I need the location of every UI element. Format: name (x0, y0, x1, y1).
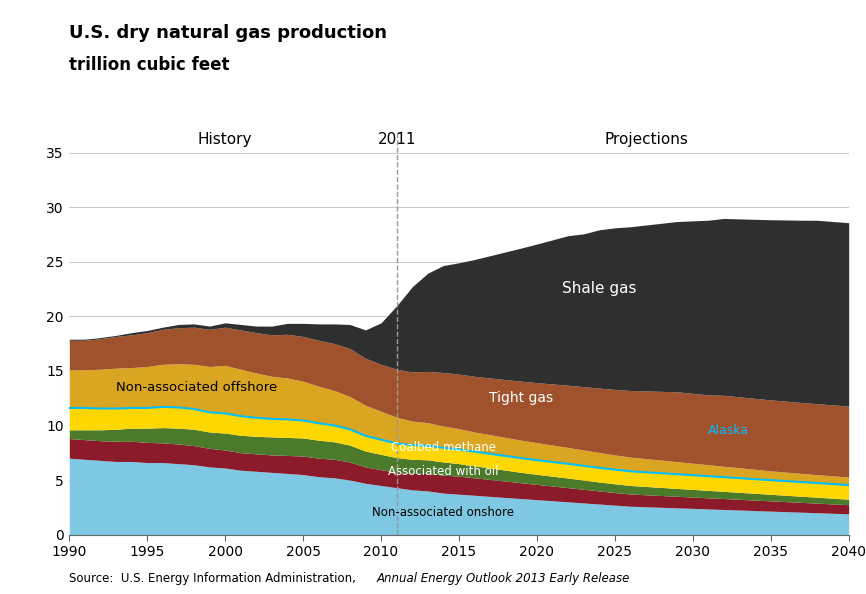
Text: History: History (198, 132, 252, 147)
Text: U.S. dry natural gas production: U.S. dry natural gas production (69, 24, 387, 42)
Text: Source:  U.S. Energy Information Administration,: Source: U.S. Energy Information Administ… (69, 572, 360, 585)
Text: Tight gas: Tight gas (489, 391, 553, 405)
Text: 2011: 2011 (378, 132, 416, 147)
Text: Non-associated onshore: Non-associated onshore (372, 506, 514, 519)
Text: Shale gas: Shale gas (562, 282, 637, 296)
Text: Alaska: Alaska (708, 424, 749, 437)
Text: Coalbed methane: Coalbed methane (391, 441, 496, 454)
Text: Associated with oil: Associated with oil (388, 465, 499, 478)
Text: Projections: Projections (604, 132, 688, 147)
Text: Non-associated offshore: Non-associated offshore (116, 381, 277, 394)
Text: Annual Energy Outlook 2013 Early Release: Annual Energy Outlook 2013 Early Release (377, 572, 630, 585)
Text: trillion cubic feet: trillion cubic feet (69, 56, 229, 74)
